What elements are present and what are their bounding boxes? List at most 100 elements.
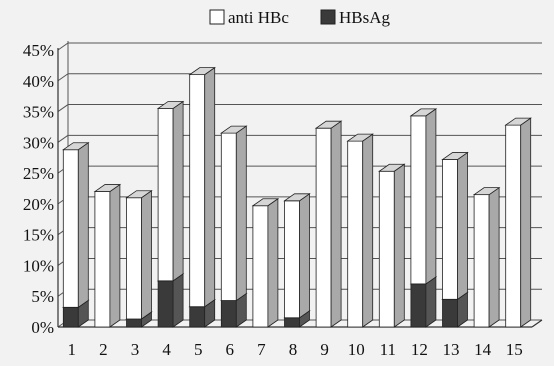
bar-antihbc-front bbox=[189, 74, 206, 308]
bar-antihbc-top bbox=[93, 184, 122, 192]
bar-antihbc bbox=[188, 66, 216, 308]
x-tick-label: 7 bbox=[257, 340, 266, 359]
bar-antihbc bbox=[156, 100, 185, 282]
bar-antihbc-top bbox=[156, 101, 185, 109]
bar-hbsag-side bbox=[425, 276, 437, 328]
bar-hbsag-front bbox=[442, 298, 458, 328]
bar-antihbc-top bbox=[251, 198, 280, 207]
bar-antihbc-side bbox=[172, 100, 184, 282]
bar-antihbc bbox=[314, 120, 343, 328]
x-tick-label: 2 bbox=[99, 340, 108, 359]
legend: anti HBc HBsAg bbox=[209, 8, 391, 27]
legend-label-hbsag: HBsAg bbox=[339, 8, 391, 27]
legend-swatch-hbsag bbox=[320, 9, 336, 25]
bar-antihbc bbox=[441, 151, 469, 301]
bar-hbsag-front bbox=[126, 318, 142, 328]
bar-antihbc-front bbox=[347, 140, 364, 328]
y-tick-label: 10% bbox=[23, 256, 54, 275]
y-tick-label: 45% bbox=[23, 41, 54, 60]
bar-antihbc bbox=[409, 108, 438, 285]
bar-antihbc-side bbox=[520, 117, 532, 328]
x-tick-label: 8 bbox=[289, 340, 298, 359]
bar-hbsag-side bbox=[172, 273, 184, 328]
bar-hbsag-front bbox=[62, 306, 79, 328]
x-tick-label: 1 bbox=[68, 340, 77, 359]
bar-antihbc-front bbox=[220, 132, 237, 301]
bar-antihbc-front bbox=[473, 194, 490, 328]
bar-antihbc-front bbox=[442, 159, 458, 300]
bar-antihbc-top bbox=[441, 152, 469, 160]
bar-antihbc-side bbox=[109, 183, 121, 328]
bar-antihbc-front bbox=[94, 191, 111, 328]
bar-antihbc-front bbox=[62, 149, 79, 308]
bar-antihbc-top bbox=[378, 163, 406, 172]
bar-antihbc-side bbox=[425, 108, 437, 285]
y-tick-label: 35% bbox=[23, 103, 54, 122]
bar-antihbc bbox=[283, 193, 311, 319]
bar-antihbc-side bbox=[204, 66, 216, 308]
x-tick-label: 4 bbox=[162, 340, 171, 359]
y-tick-label: 5% bbox=[31, 287, 54, 306]
gridline-side bbox=[57, 73, 69, 82]
x-tick-label: 13 bbox=[443, 340, 460, 359]
bar-antihbc-front bbox=[284, 200, 300, 319]
bar-antihbc-top bbox=[62, 142, 90, 151]
bar-antihbc-front bbox=[126, 197, 142, 320]
y-tick-label: 40% bbox=[23, 72, 54, 91]
bar-antihbc-front bbox=[315, 127, 332, 328]
x-tick-label: 10 bbox=[348, 340, 365, 359]
bar-hbsag bbox=[156, 273, 185, 328]
bar-antihbc-front bbox=[157, 108, 174, 282]
bar-antihbc-top bbox=[125, 190, 153, 199]
bar-antihbc-front bbox=[410, 115, 427, 285]
y-tick-label: 20% bbox=[23, 195, 54, 214]
x-tick-label: 3 bbox=[131, 340, 140, 359]
bar-hbsag-front bbox=[189, 306, 206, 328]
bar-antihbc-top bbox=[188, 67, 216, 76]
bar-antihbc-front bbox=[252, 205, 269, 328]
y-tick-label: 25% bbox=[23, 164, 54, 183]
bar-antihbc bbox=[346, 133, 374, 328]
bar-antihbc-top bbox=[409, 108, 438, 117]
bar-antihbc-side bbox=[393, 163, 405, 328]
bar-antihbc-front bbox=[505, 124, 522, 328]
bar-antihbc-top bbox=[314, 120, 343, 129]
bar-antihbc bbox=[504, 117, 532, 328]
legend-label-anti-hbc: anti HBc bbox=[228, 8, 289, 27]
bar-antihbc bbox=[220, 125, 248, 302]
bar-antihbc-top bbox=[220, 125, 248, 134]
bars bbox=[62, 66, 532, 328]
x-tick-label: 9 bbox=[320, 340, 329, 359]
bar-antihbc-side bbox=[488, 186, 500, 328]
bar-antihbc-side bbox=[267, 197, 279, 328]
bar-hbsag-front bbox=[284, 317, 300, 328]
bar-antihbc-top bbox=[472, 187, 501, 196]
bar-antihbc-side bbox=[141, 189, 152, 320]
bar-hbsag-front bbox=[410, 283, 427, 328]
gridline-side bbox=[57, 134, 69, 143]
gridline-side bbox=[57, 42, 69, 51]
legend-swatch-anti-hbc bbox=[209, 9, 225, 25]
x-tick-label: 5 bbox=[194, 340, 203, 359]
floor-edge bbox=[531, 319, 543, 328]
x-tick-label: 11 bbox=[380, 340, 396, 359]
bar-antihbc bbox=[62, 141, 90, 309]
bar-antihbc-side bbox=[77, 141, 89, 309]
y-tick-label: 30% bbox=[23, 133, 54, 152]
y-tick-label: 0% bbox=[31, 318, 54, 337]
bar-antihbc-front bbox=[378, 170, 395, 328]
bar-antihbc bbox=[251, 197, 280, 328]
bar-antihbc-side bbox=[362, 133, 374, 328]
tick-labels: 0%5%10%15%20%25%30%35%40%45%1 2 3 4 5 6 7 8 9 10 1… bbox=[23, 41, 523, 359]
y-tick-label: 15% bbox=[23, 226, 54, 245]
bar-antihbc-top bbox=[504, 117, 532, 126]
bar-antihbc-side bbox=[330, 120, 342, 328]
bar-antihbc bbox=[93, 183, 122, 328]
bar-antihbc-side bbox=[299, 193, 310, 319]
bar-antihbc bbox=[378, 163, 406, 328]
x-tick-label: 15 bbox=[506, 340, 523, 359]
bar-antihbc-top bbox=[283, 193, 311, 202]
bar-antihbc-side bbox=[457, 151, 468, 301]
